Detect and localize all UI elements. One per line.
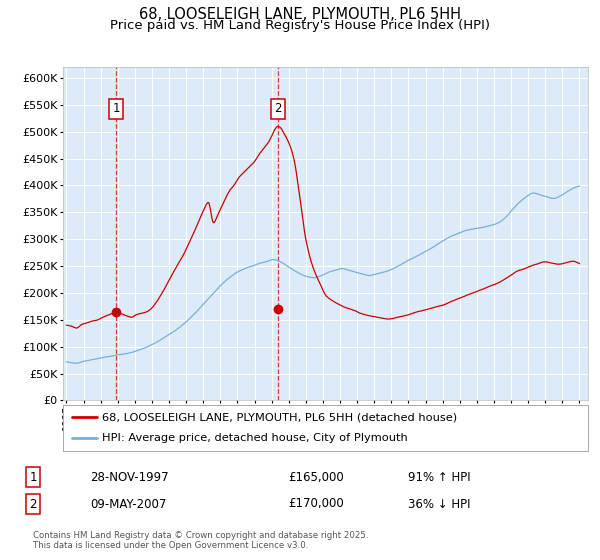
Text: 2: 2 [274,102,281,115]
Text: £165,000: £165,000 [288,470,344,484]
Text: 09-MAY-2007: 09-MAY-2007 [90,497,166,511]
Text: 68, LOOSELEIGH LANE, PLYMOUTH, PL6 5HH: 68, LOOSELEIGH LANE, PLYMOUTH, PL6 5HH [139,7,461,22]
Text: HPI: Average price, detached house, City of Plymouth: HPI: Average price, detached house, City… [103,433,408,444]
Text: 68, LOOSELEIGH LANE, PLYMOUTH, PL6 5HH (detached house): 68, LOOSELEIGH LANE, PLYMOUTH, PL6 5HH (… [103,412,458,422]
Text: Price paid vs. HM Land Registry's House Price Index (HPI): Price paid vs. HM Land Registry's House … [110,19,490,32]
Text: 1: 1 [29,470,37,484]
Text: 91% ↑ HPI: 91% ↑ HPI [408,470,470,484]
Text: 2: 2 [29,497,37,511]
Text: Contains HM Land Registry data © Crown copyright and database right 2025.
This d: Contains HM Land Registry data © Crown c… [33,531,368,550]
Text: £170,000: £170,000 [288,497,344,511]
Text: 36% ↓ HPI: 36% ↓ HPI [408,497,470,511]
Text: 28-NOV-1997: 28-NOV-1997 [90,470,169,484]
Text: 1: 1 [112,102,120,115]
